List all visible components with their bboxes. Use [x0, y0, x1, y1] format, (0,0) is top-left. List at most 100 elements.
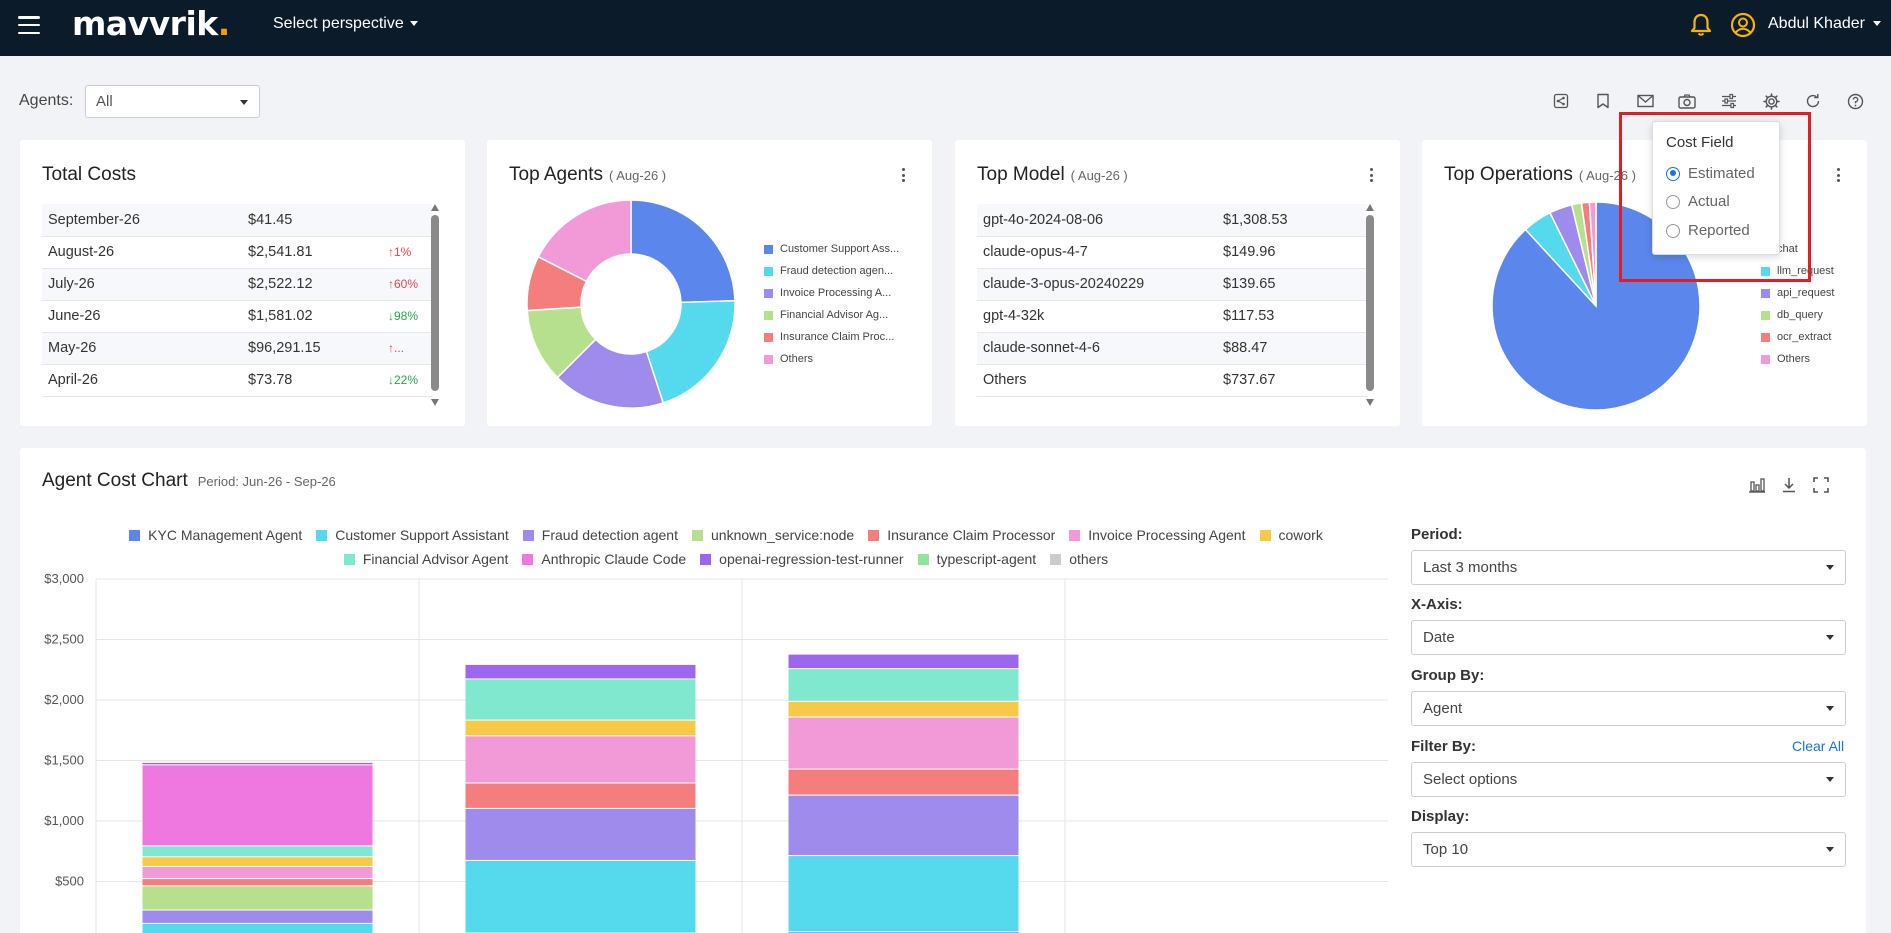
- legend-item[interactable]: llm_request: [1761, 260, 1835, 282]
- table-row[interactable]: June-26 $1,581.02 ↓98%: [42, 300, 432, 333]
- help-icon[interactable]: [1834, 90, 1876, 112]
- top-model-menu-icon[interactable]: [1370, 168, 1374, 182]
- bar-segment[interactable]: [142, 765, 373, 846]
- legend-item[interactable]: db_query: [1761, 304, 1835, 326]
- table-row[interactable]: claude-3-opus-20240229 $139.65: [977, 268, 1367, 301]
- perspective-selector[interactable]: Select perspective: [273, 15, 418, 33]
- share-icon[interactable]: [1540, 90, 1582, 112]
- refresh-icon[interactable]: [1792, 90, 1834, 112]
- legend-item[interactable]: Financial Advisor Agent: [343, 550, 508, 568]
- bar-segment[interactable]: [465, 736, 696, 783]
- legend-item[interactable]: openai-regression-test-runner: [700, 550, 904, 568]
- bar-segment[interactable]: [788, 769, 1019, 795]
- bar-segment[interactable]: [142, 866, 373, 879]
- legend-item[interactable]: KYC Management Agent: [129, 526, 302, 544]
- top-agents-menu-icon[interactable]: [902, 168, 906, 182]
- legend-item[interactable]: Insurance Claim Processor: [868, 526, 1055, 544]
- bar-segment[interactable]: [788, 856, 1019, 932]
- agents-filter-select[interactable]: All: [85, 85, 260, 118]
- top-operations-menu-icon[interactable]: [1837, 168, 1841, 182]
- table-row[interactable]: April-26 $73.78 ↓22%: [42, 364, 432, 397]
- table-row[interactable]: gpt-4-32k $117.53: [977, 300, 1367, 333]
- legend-item[interactable]: Others: [1761, 348, 1835, 370]
- legend-item[interactable]: Anthropic Claude Code: [522, 550, 686, 568]
- legend-item[interactable]: others: [1050, 550, 1108, 568]
- period-select[interactable]: Last 3 months: [1411, 550, 1846, 585]
- cost-field-option-actual[interactable]: Actual: [1666, 193, 1730, 210]
- legend-item[interactable]: api_request: [1761, 282, 1835, 304]
- scroll-down-arrow-icon[interactable]: [1366, 399, 1374, 406]
- bar-segment[interactable]: [142, 879, 373, 886]
- legend-item[interactable]: typescript-agent: [917, 550, 1036, 568]
- gear-icon[interactable]: [1750, 90, 1792, 112]
- scroll-down-arrow-icon[interactable]: [431, 399, 439, 406]
- scroll-up-arrow-icon[interactable]: [431, 204, 439, 211]
- bar-segment[interactable]: [788, 795, 1019, 856]
- cost-field-option-estimated[interactable]: Estimated: [1666, 165, 1755, 182]
- bookmark-icon[interactable]: [1582, 90, 1624, 112]
- bar-segment[interactable]: [142, 762, 373, 765]
- bar-segment[interactable]: [788, 654, 1019, 669]
- table-row[interactable]: claude-sonnet-4-6 $88.47: [977, 332, 1367, 365]
- scroll-thumb[interactable]: [1366, 215, 1374, 391]
- hamburger-menu-icon[interactable]: [18, 16, 40, 34]
- table-row[interactable]: August-26 $2,541.81 ↑1%: [42, 236, 432, 269]
- bar-segment[interactable]: [142, 886, 373, 910]
- legend-item[interactable]: Fraud detection agent: [522, 526, 678, 544]
- camera-icon[interactable]: [1666, 90, 1708, 112]
- scroll-thumb[interactable]: [431, 215, 439, 391]
- legend-item[interactable]: Customer Support Assistant: [316, 526, 509, 544]
- cost-field-option-reported[interactable]: Reported: [1666, 222, 1750, 239]
- bar-segment[interactable]: [465, 808, 696, 860]
- pie-slice[interactable]: [537, 199, 632, 283]
- legend-item[interactable]: Customer Support Ass...: [764, 238, 899, 260]
- bar-segment[interactable]: [465, 860, 696, 933]
- app-logo[interactable]: mavvrik.: [72, 4, 230, 43]
- top-operations-pie-chart[interactable]: [1490, 200, 1702, 412]
- legend-item[interactable]: Invoice Processing A...: [764, 282, 899, 304]
- pie-slice[interactable]: [645, 299, 735, 404]
- bar-segment[interactable]: [142, 846, 373, 857]
- pie-slice[interactable]: [1588, 201, 1597, 307]
- pie-slice[interactable]: [630, 199, 735, 304]
- top-model-scrollbar[interactable]: [1366, 204, 1374, 406]
- total-costs-scrollbar[interactable]: [431, 204, 439, 406]
- bar-segment[interactable]: [788, 701, 1019, 717]
- table-row[interactable]: gpt-4o-2024-08-06 $1,308.53: [977, 204, 1367, 237]
- download-icon[interactable]: [1780, 476, 1798, 494]
- legend-item[interactable]: Financial Advisor Ag...: [764, 304, 899, 326]
- legend-item[interactable]: Fraud detection agen...: [764, 260, 899, 282]
- legend-item[interactable]: ocr_extract: [1761, 326, 1835, 348]
- clear-all-link[interactable]: Clear All: [1792, 738, 1845, 754]
- radio-unselected-icon[interactable]: [1666, 194, 1680, 209]
- user-avatar-icon[interactable]: [1730, 12, 1756, 43]
- bar-segment[interactable]: [142, 910, 373, 923]
- legend-item[interactable]: Others: [764, 348, 899, 370]
- filterby-select[interactable]: Select options: [1411, 762, 1846, 797]
- bar-segment[interactable]: [465, 720, 696, 736]
- bell-icon[interactable]: [1690, 13, 1712, 42]
- radio-selected-icon[interactable]: [1666, 166, 1680, 181]
- bar-segment[interactable]: [465, 783, 696, 808]
- table-row[interactable]: claude-opus-4-7 $149.96: [977, 236, 1367, 269]
- table-row[interactable]: May-26 $96,291.15 ↑...: [42, 332, 432, 365]
- sliders-icon[interactable]: [1708, 90, 1750, 112]
- bar-segment[interactable]: [788, 669, 1019, 701]
- xaxis-select[interactable]: Date: [1411, 620, 1846, 655]
- scroll-up-arrow-icon[interactable]: [1366, 204, 1374, 211]
- bar-segment[interactable]: [465, 679, 696, 720]
- legend-item[interactable]: Invoice Processing Agent: [1069, 526, 1246, 544]
- top-agents-donut-chart[interactable]: [525, 198, 735, 408]
- radio-unselected-icon[interactable]: [1666, 223, 1680, 238]
- bar-segment[interactable]: [142, 923, 373, 933]
- display-select[interactable]: Top 10: [1411, 832, 1846, 867]
- groupby-select[interactable]: Agent: [1411, 691, 1846, 726]
- bar-segment[interactable]: [465, 664, 696, 679]
- legend-item[interactable]: cowork: [1259, 526, 1323, 544]
- legend-item[interactable]: Insurance Claim Proc...: [764, 326, 899, 348]
- bar-segment[interactable]: [142, 857, 373, 866]
- bar-segment[interactable]: [788, 717, 1019, 769]
- user-menu[interactable]: Abdul Khader: [1768, 15, 1881, 33]
- mail-icon[interactable]: [1624, 90, 1666, 112]
- table-row[interactable]: July-26 $2,522.12 ↑60%: [42, 268, 432, 301]
